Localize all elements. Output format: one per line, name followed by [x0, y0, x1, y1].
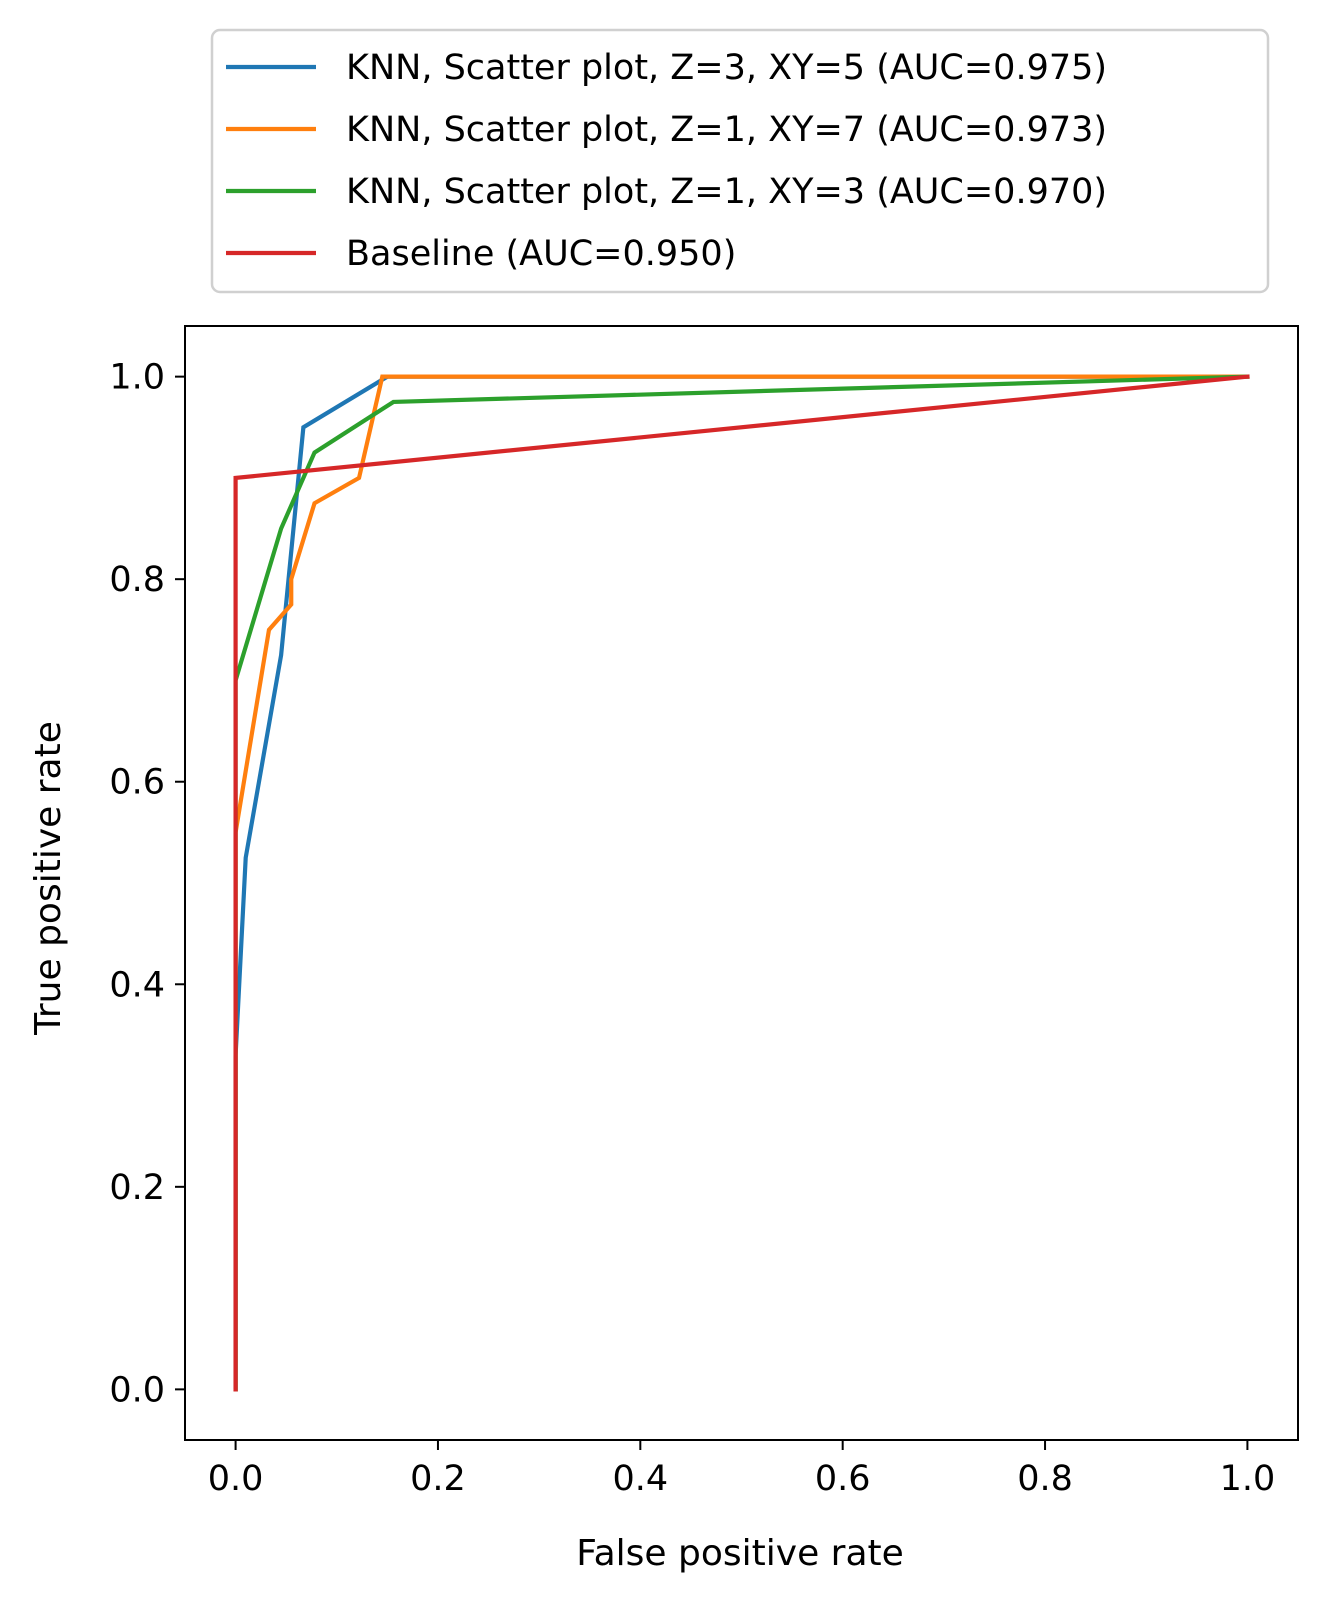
series-line-4 — [233, 374, 1250, 1392]
y-axis-label: True positive rate — [28, 721, 69, 1036]
legend-label-4: Baseline (AUC=0.950) — [346, 234, 736, 274]
x-axis-label: False positive rate — [576, 1533, 904, 1574]
legend-label-1: KNN, Scatter plot, Z=3, XY=5 (AUC=0.975) — [346, 48, 1107, 88]
x-tick-label: 0.0 — [208, 1459, 264, 1499]
x-tick-label: 0.6 — [815, 1459, 871, 1499]
y-tick-label: 0.0 — [109, 1370, 165, 1410]
x-tick-label: 0.4 — [612, 1459, 668, 1499]
legend: KNN, Scatter plot, Z=3, XY=5 (AUC=0.975)… — [210, 28, 1270, 294]
y-tick-label: 0.2 — [109, 1168, 165, 1208]
y-tick-label: 1.0 — [109, 358, 165, 398]
y-tick-label: 0.4 — [109, 965, 165, 1005]
x-tick-label: 0.8 — [1017, 1459, 1073, 1499]
x-axis: 0.0 0.2 0.4 0.6 0.8 1.0 — [208, 1440, 1275, 1499]
x-tick-label: 0.2 — [410, 1459, 466, 1499]
y-tick-label: 0.6 — [109, 763, 165, 803]
legend-label-2: KNN, Scatter plot, Z=1, XY=7 (AUC=0.973) — [346, 110, 1107, 150]
legend-frame — [210, 28, 1270, 294]
y-tick-label: 0.8 — [109, 560, 165, 600]
series-line-2 — [233, 374, 1250, 1392]
plot-frame — [184, 325, 1299, 1441]
y-axis: 0.0 0.2 0.4 0.6 0.8 1.0 — [109, 358, 185, 1410]
legend-label-3: KNN, Scatter plot, Z=1, XY=3 (AUC=0.970) — [346, 172, 1107, 212]
plot-lines — [233, 374, 1250, 1392]
x-tick-label: 1.0 — [1220, 1459, 1276, 1499]
